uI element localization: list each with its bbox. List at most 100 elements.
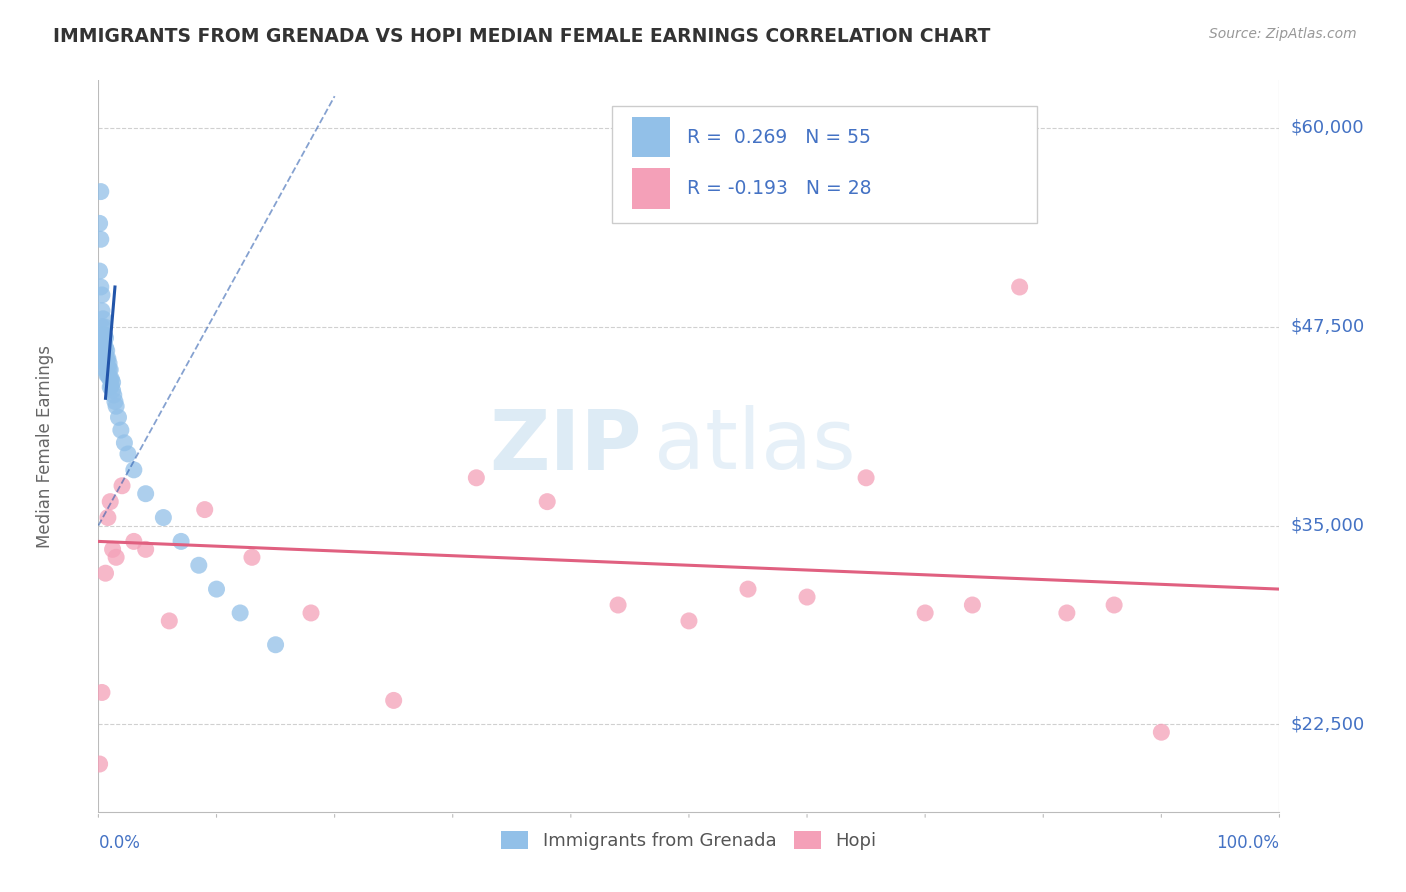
Text: $60,000: $60,000 — [1291, 119, 1364, 137]
Point — [135, 486, 157, 500]
Point — [152, 510, 174, 524]
Point — [117, 447, 139, 461]
Point — [91, 327, 114, 342]
Point — [157, 614, 180, 628]
Text: R =  0.269   N = 55: R = 0.269 N = 55 — [686, 128, 870, 147]
Point — [91, 343, 114, 358]
Point — [93, 343, 115, 358]
Point — [89, 757, 111, 772]
Point — [122, 463, 145, 477]
Point — [104, 394, 127, 409]
Text: ZIP: ZIP — [489, 406, 641, 486]
Point — [98, 362, 121, 376]
Point — [96, 359, 118, 374]
Point — [93, 319, 115, 334]
Point — [1102, 598, 1125, 612]
Point — [93, 327, 115, 342]
Point — [97, 359, 120, 374]
Point — [91, 319, 114, 334]
FancyBboxPatch shape — [612, 106, 1038, 223]
Text: R = -0.193   N = 28: R = -0.193 N = 28 — [686, 179, 872, 198]
Point — [1056, 606, 1078, 620]
Text: Source: ZipAtlas.com: Source: ZipAtlas.com — [1209, 27, 1357, 41]
Point — [135, 542, 157, 557]
Point — [607, 598, 630, 612]
Point — [91, 288, 114, 302]
Text: IMMIGRANTS FROM GRENADA VS HOPI MEDIAN FEMALE EARNINGS CORRELATION CHART: IMMIGRANTS FROM GRENADA VS HOPI MEDIAN F… — [53, 27, 991, 45]
Point — [382, 693, 405, 707]
Point — [90, 232, 112, 246]
Text: $47,500: $47,500 — [1291, 318, 1365, 335]
Point — [187, 558, 209, 573]
FancyBboxPatch shape — [633, 169, 671, 209]
Point — [112, 435, 135, 450]
Point — [962, 598, 984, 612]
Point — [229, 606, 252, 620]
Point — [170, 534, 193, 549]
Point — [98, 356, 121, 370]
Point — [101, 542, 124, 557]
Point — [122, 534, 145, 549]
Point — [96, 368, 118, 382]
Text: atlas: atlas — [654, 406, 855, 486]
Point — [90, 185, 112, 199]
Point — [107, 410, 129, 425]
Point — [205, 582, 228, 596]
Point — [194, 502, 217, 516]
Point — [94, 331, 117, 345]
Point — [1150, 725, 1173, 739]
Point — [98, 380, 121, 394]
Point — [536, 494, 558, 508]
Point — [97, 368, 120, 382]
Point — [91, 327, 114, 342]
Point — [855, 471, 877, 485]
Point — [89, 264, 111, 278]
FancyBboxPatch shape — [633, 117, 671, 158]
Point — [465, 471, 488, 485]
Point — [91, 685, 114, 699]
Point — [91, 303, 114, 318]
Point — [90, 280, 112, 294]
Point — [94, 347, 117, 361]
Text: $35,000: $35,000 — [1291, 516, 1365, 534]
Point — [914, 606, 936, 620]
Point — [94, 340, 117, 354]
Point — [796, 590, 818, 604]
Point — [98, 372, 121, 386]
Point — [98, 362, 121, 376]
Text: 100.0%: 100.0% — [1216, 834, 1279, 852]
Point — [105, 399, 128, 413]
Point — [96, 343, 118, 358]
Text: $22,500: $22,500 — [1291, 715, 1365, 733]
Point — [110, 423, 132, 437]
Point — [98, 494, 121, 508]
Point — [89, 216, 111, 230]
Point — [101, 384, 124, 398]
Point — [93, 351, 115, 366]
Point — [97, 510, 120, 524]
Point — [105, 550, 128, 565]
Point — [299, 606, 322, 620]
Point — [94, 566, 117, 581]
Point — [264, 638, 287, 652]
Point — [100, 378, 122, 392]
Text: 0.0%: 0.0% — [98, 834, 141, 852]
Point — [737, 582, 759, 596]
Point — [94, 362, 117, 376]
Legend: Immigrants from Grenada, Hopi: Immigrants from Grenada, Hopi — [501, 830, 877, 850]
Point — [96, 351, 118, 366]
Point — [94, 356, 117, 370]
Point — [91, 311, 114, 326]
Point — [240, 550, 263, 565]
Point — [678, 614, 700, 628]
Point — [97, 351, 120, 366]
Point — [1008, 280, 1031, 294]
Point — [98, 370, 121, 384]
Point — [93, 335, 115, 350]
Point — [91, 335, 114, 350]
Point — [111, 479, 134, 493]
Point — [101, 376, 124, 390]
Text: Median Female Earnings: Median Female Earnings — [37, 344, 55, 548]
Point — [100, 372, 122, 386]
Point — [103, 388, 125, 402]
